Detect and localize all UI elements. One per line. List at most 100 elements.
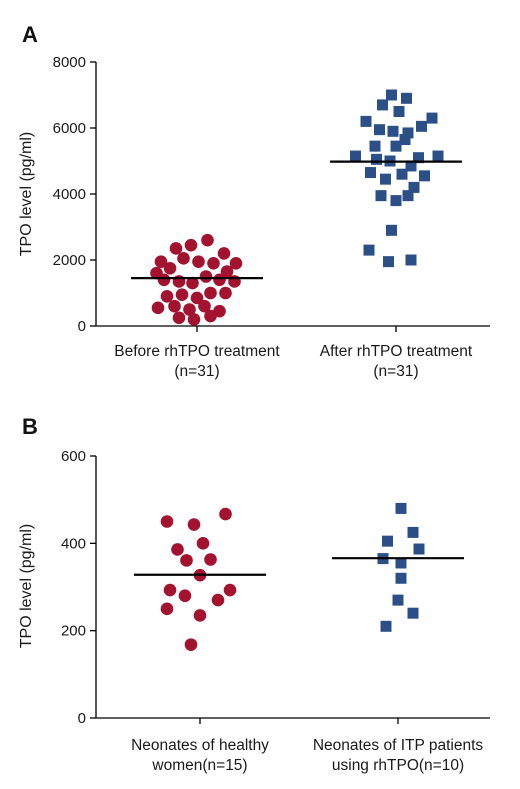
panel-a-data-point-square bbox=[383, 256, 394, 268]
panel-a-marks bbox=[131, 89, 462, 326]
panel-a-data-point-square bbox=[363, 244, 375, 256]
panel-b-category-label: Neonates of healthy bbox=[131, 737, 269, 754]
panel-a-data-point-square bbox=[371, 153, 382, 165]
panel-b-y-tick-label: 400 bbox=[61, 535, 86, 552]
panel-b-data-point-square bbox=[413, 543, 425, 555]
panel-a-data-point-circle bbox=[172, 311, 186, 325]
panel-b-y-ticks: 0 200 400 600 bbox=[61, 448, 96, 727]
panel-a-data-point-square bbox=[375, 190, 387, 202]
panel-b-data-point-square bbox=[392, 594, 404, 606]
panel-a-data-point-circle bbox=[190, 291, 204, 305]
panel-a-y-axis-title: TPO level (pg/ml) bbox=[18, 132, 35, 256]
panel-a-y-tick-label: 4000 bbox=[53, 186, 86, 203]
panel-a-data-point-square bbox=[377, 99, 388, 111]
panel-a-data-point-square bbox=[413, 152, 424, 164]
panel-a-data-point-circle bbox=[201, 233, 214, 247]
panel-a-data-point-circle bbox=[168, 299, 181, 313]
panel-a-data-point-circle bbox=[187, 313, 201, 326]
panel-a-data-point-square bbox=[416, 120, 427, 132]
panel-a-axes bbox=[95, 62, 490, 327]
panel-a-data-point-circle bbox=[199, 270, 213, 283]
panel-b-data-point-circle bbox=[187, 518, 201, 531]
panel-a-y-tick-label: 2000 bbox=[53, 252, 86, 269]
panel-a-data-point-square bbox=[386, 224, 397, 236]
panel-a-data-point-circle bbox=[198, 299, 211, 313]
panel-b-marks bbox=[134, 502, 464, 651]
panel-b-data-point-circle bbox=[223, 583, 237, 597]
panel-b-data-point-circle bbox=[160, 602, 174, 616]
panel-b-data-point-circle bbox=[160, 515, 174, 528]
panel-b-data-point-circle bbox=[204, 553, 217, 566]
panel-a-data-point-square bbox=[386, 89, 397, 101]
panel-a-data-point-square bbox=[405, 160, 417, 172]
panel-a-data-point-circle bbox=[151, 301, 165, 315]
panel-a-data-point-square bbox=[432, 150, 444, 162]
panel-b-letter: B bbox=[22, 414, 38, 439]
panel-a-data-point-circle bbox=[175, 288, 189, 301]
panel-a-data-point-square bbox=[426, 112, 438, 124]
panel-a-data-point-square bbox=[402, 190, 414, 202]
panel-b-data-point-circle bbox=[178, 589, 192, 603]
panel-a-data-point-square bbox=[419, 170, 430, 182]
panel-a-data-point-circle bbox=[184, 238, 198, 252]
panel-b-data-point-circle bbox=[211, 593, 225, 607]
panel-a-data-point-square bbox=[399, 134, 411, 146]
panel-a-data-point-circle bbox=[204, 286, 217, 300]
panel-a-data-point-square bbox=[390, 140, 402, 152]
panel-b-data-point-circle bbox=[171, 543, 184, 556]
panel-b-data-point-square bbox=[395, 557, 407, 569]
panel-b-data-point-circle bbox=[193, 609, 207, 622]
panel-b-y-tick-label: 200 bbox=[61, 623, 86, 640]
panel-a: A TPO level (pg/ml) 0 2000 4000 6000 8000 Be… bbox=[18, 22, 490, 380]
panel-a-data-point-circle bbox=[157, 273, 171, 287]
panel-a-data-point-circle bbox=[186, 276, 199, 290]
panel-a-categories: Before rhTPO treatment (n=31) After rhTPO … bbox=[114, 326, 473, 380]
panel-a-data-point-square bbox=[402, 127, 414, 139]
panel-a-data-point-square bbox=[360, 115, 372, 127]
panel-a-data-point-circle bbox=[220, 265, 234, 278]
panel-a-data-point-square bbox=[393, 106, 405, 117]
panel-b-category-label: Neonates of ITP patients bbox=[313, 737, 484, 754]
panel-b-data-point-circle bbox=[219, 507, 232, 521]
panel-b-data-point-square bbox=[395, 572, 407, 584]
panel-b-category-label: women(n=15) bbox=[151, 757, 247, 774]
panel-a-data-point-square bbox=[374, 124, 385, 136]
panel-a-data-point-square bbox=[369, 140, 381, 152]
panel-b-data-point-square bbox=[382, 535, 393, 547]
panel-a-category-label: After rhTPO treatment bbox=[320, 343, 473, 360]
panel-a-data-point-circle bbox=[177, 252, 190, 265]
panel-a-data-point-square bbox=[401, 92, 412, 104]
panel-b-category-label: using rhTPO(n=10) bbox=[332, 757, 464, 774]
panel-a-data-point-circle bbox=[217, 247, 231, 260]
panel-b: B TPO level (pg/ml) 0 200 400 600 Neonates … bbox=[18, 414, 490, 774]
panel-b-y-tick-label: 600 bbox=[61, 448, 86, 465]
panel-a-data-point-circle bbox=[154, 255, 168, 268]
panel-a-data-point-circle bbox=[219, 286, 232, 300]
panel-b-axes bbox=[95, 456, 490, 719]
panel-b-categories: Neonates of healthy women(n=15) Neonates o… bbox=[131, 718, 483, 774]
panel-a-data-point-square bbox=[408, 181, 420, 193]
panel-a-data-point-circle bbox=[160, 290, 174, 303]
panel-a-data-point-circle bbox=[229, 257, 243, 270]
panel-b-data-point-square bbox=[395, 502, 407, 514]
panel-b-data-point-square bbox=[407, 526, 419, 538]
panel-a-data-point-circle bbox=[163, 261, 177, 275]
panel-a-data-point-circle bbox=[172, 275, 186, 288]
panel-b-data-point-circle bbox=[184, 638, 198, 651]
panel-b-data-point-circle bbox=[163, 583, 177, 597]
panel-a-data-point-circle bbox=[204, 309, 217, 323]
panel-a-data-point-square bbox=[387, 125, 399, 137]
panel-a-data-point-circle bbox=[183, 303, 196, 316]
panel-b-data-point-circle bbox=[196, 537, 210, 550]
panel-a-y-tick-label: 0 bbox=[78, 318, 86, 335]
panel-a-data-point-square bbox=[390, 195, 402, 207]
panel-b-data-point-square bbox=[380, 620, 392, 632]
panel-a-data-point-square bbox=[350, 150, 361, 162]
panel-a-y-ticks: 0 2000 4000 6000 8000 bbox=[53, 54, 96, 335]
panel-a-y-tick-label: 6000 bbox=[53, 120, 86, 137]
panel-a-data-point-circle bbox=[192, 255, 205, 268]
panel-a-data-point-circle bbox=[169, 242, 183, 255]
panel-a-category-label: (n=31) bbox=[373, 363, 418, 380]
panel-b-y-axis-title: TPO level (pg/ml) bbox=[18, 524, 35, 648]
